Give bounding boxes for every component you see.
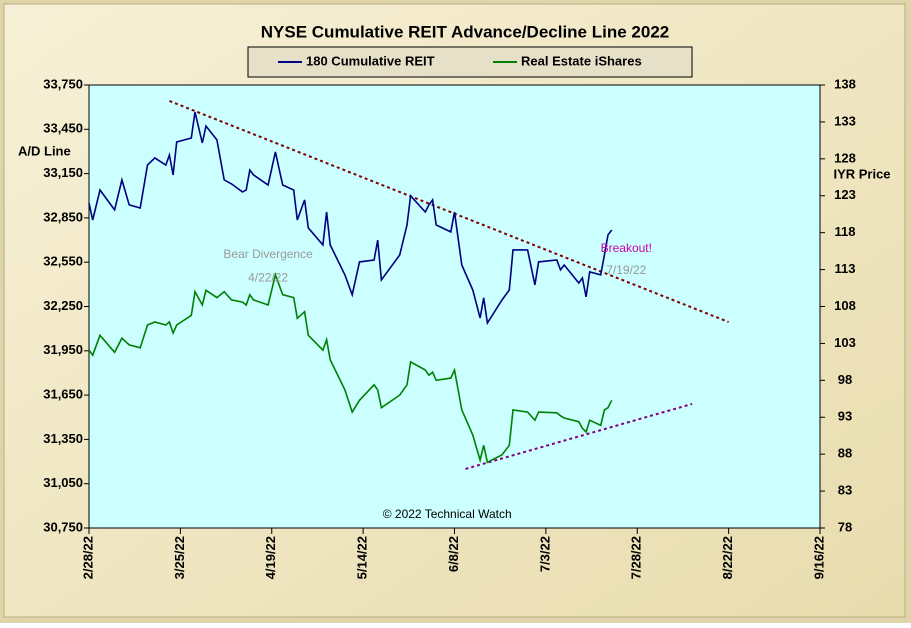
y2-tick-label: 118 — [835, 224, 856, 239]
y2-tick-label: 128 — [834, 150, 856, 165]
legend-label: Real Estate iShares — [521, 53, 642, 68]
y-tick-label: 31,050 — [43, 475, 83, 490]
series-line — [88, 111, 613, 326]
annotation: Breakout! — [601, 241, 652, 255]
y2-tick-label: 78 — [838, 519, 852, 534]
y-tick-label: 32,850 — [43, 209, 83, 224]
chart-title: NYSE Cumulative REIT Advance/Decline Lin… — [261, 22, 669, 41]
x-tick-label: 3/25/22 — [172, 536, 187, 579]
y2-tick-label: 103 — [834, 335, 856, 350]
annotation: © 2022 Technical Watch — [383, 507, 512, 521]
y2-tick-label: 83 — [838, 483, 852, 498]
x-tick-label: 7/3/22 — [537, 536, 552, 572]
x-tick-label: 2/28/22 — [80, 536, 95, 579]
annotation: Bear Divergence — [223, 247, 313, 261]
y2-tick-label: 123 — [834, 187, 856, 202]
y-tick-label: 31,350 — [43, 431, 83, 446]
y-tick-label: 31,950 — [43, 342, 83, 357]
x-tick-label: 6/8/22 — [446, 536, 461, 572]
y2-tick-label: 138 — [834, 76, 856, 91]
x-tick-label: 5/14/22 — [355, 536, 370, 579]
y-tick-label: 32,550 — [43, 254, 83, 269]
y-tick-label: 33,450 — [43, 121, 83, 136]
series-line — [88, 272, 613, 464]
x-tick-label: 7/28/22 — [629, 536, 644, 579]
y2-axis-label: IYR Price — [833, 166, 890, 181]
y-tick-label: 33,750 — [43, 76, 83, 91]
y2-tick-label: 88 — [838, 446, 852, 461]
y-axis-label: A/D Line — [18, 143, 71, 158]
y2-tick-label: 113 — [835, 261, 856, 276]
legend — [247, 46, 693, 78]
y2-tick-label: 93 — [838, 409, 852, 424]
y2-tick-label: 108 — [834, 298, 856, 313]
x-tick-label: 9/16/22 — [811, 536, 826, 579]
annotation: 7/19/22 — [606, 263, 646, 277]
y-tick-label: 33,150 — [43, 165, 83, 180]
trend-line — [169, 100, 729, 323]
y-tick-label: 32,250 — [43, 298, 83, 313]
x-tick-label: 8/22/22 — [720, 536, 735, 579]
y2-tick-label: 98 — [838, 372, 852, 387]
x-tick-label: 4/19/22 — [263, 536, 278, 579]
plot-area — [88, 84, 821, 529]
y-tick-label: 30,750 — [43, 519, 83, 534]
y-tick-label: 31,650 — [43, 387, 83, 402]
y2-tick-label: 133 — [834, 113, 856, 128]
legend-label: 180 Cumulative REIT — [306, 53, 435, 68]
annotation: 4/22/22 — [248, 271, 288, 285]
